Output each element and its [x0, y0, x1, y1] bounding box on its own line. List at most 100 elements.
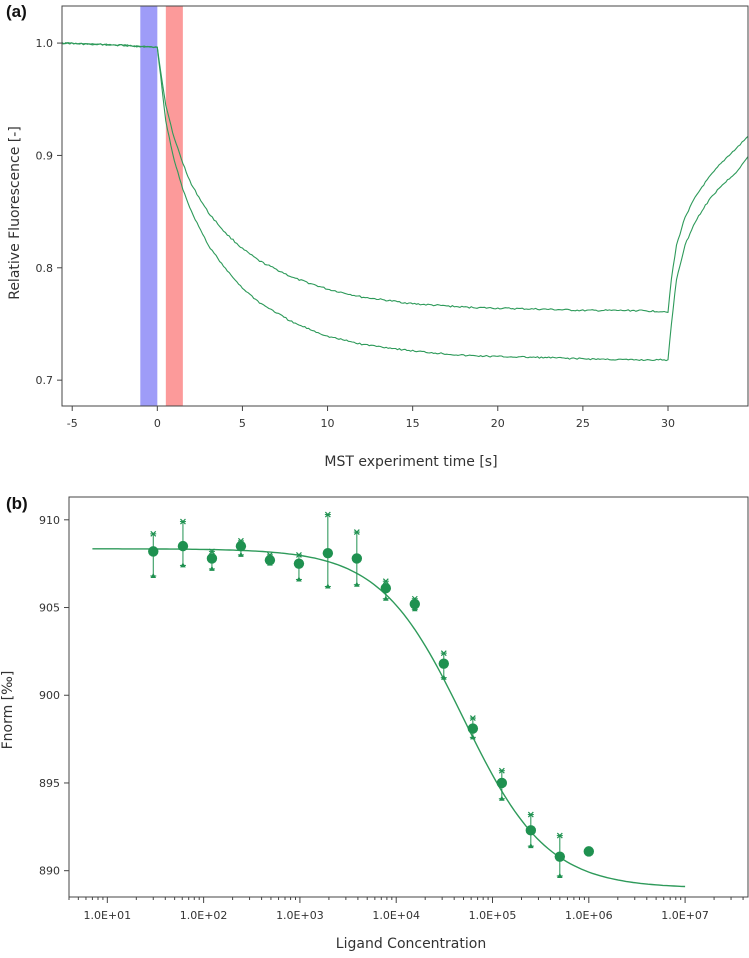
b-replicate-marker [180, 518, 186, 525]
b-replicate-marker [556, 832, 563, 839]
b-mean-marker [583, 846, 595, 857]
a-x-tick-label: 25 [576, 417, 590, 430]
panel-a-chart: (a) -5 0 5 10 15 20 25 30 0.7 0.8 0.9 1.0 MST exper… [6, 2, 749, 470]
b-replicate-marker [469, 715, 476, 721]
a-y-tick-label: 1.0 [36, 37, 54, 50]
b-x-tick-label: 1.0E+06 [565, 909, 613, 922]
b-replicate-marker [238, 551, 244, 557]
b-data-point [264, 551, 276, 566]
b-y-tick-label: 905 [39, 602, 60, 615]
b-data-point [409, 595, 421, 612]
a-traces [61, 42, 749, 362]
b-mean-marker [554, 851, 566, 862]
a-x-tick-label: 5 [239, 417, 246, 430]
b-data-point [496, 767, 508, 801]
b-axes: 1.0E+01 1.0E+02 1.0E+03 1.0E+04 1.0E+05 1.0E+… [39, 496, 749, 922]
a-region-cold [140, 6, 158, 406]
b-mean-marker [148, 546, 159, 557]
b-data-point [380, 578, 392, 601]
b-fit [92, 548, 686, 888]
b-plot-frame [68, 496, 749, 898]
a-x-tick-label: 15 [406, 417, 420, 430]
a-y-tick-label: 0.8 [36, 262, 54, 275]
b-replicate-marker [209, 565, 215, 571]
b-data-point [351, 529, 363, 587]
b-mean-marker [177, 540, 189, 552]
b-replicate-marker [325, 583, 331, 589]
b-replicate-marker [527, 811, 534, 818]
b-data-point [554, 832, 566, 878]
b-x-tick-label: 1.0E+04 [372, 909, 420, 922]
b-mean-marker [496, 777, 508, 789]
b-data-point [206, 548, 218, 571]
a-axes: -5 0 5 10 15 20 25 30 0.7 0.8 0.9 1.0 [36, 5, 749, 430]
b-mean-marker [235, 540, 247, 552]
b-mean-marker [351, 553, 363, 564]
b-mean-marker [438, 658, 449, 669]
a-x-tick-label: 30 [661, 417, 675, 430]
panel-b-chart: (b) 1.0E+01 1.0E+02 1.0E+03 1.0E+04 1.0E+05 1… [0, 494, 749, 952]
b-replicate-marker [180, 562, 186, 568]
a-y-tick-label: 0.7 [36, 374, 54, 387]
a-regions [140, 6, 183, 406]
b-mean-marker [322, 547, 334, 559]
b-data-point [293, 551, 305, 582]
a-x-tick-label: 20 [491, 417, 505, 430]
b-y-tick-label: 910 [39, 514, 60, 527]
b-data-point [322, 511, 334, 589]
b-y-tick-label: 890 [39, 865, 60, 878]
b-replicate-marker [499, 795, 505, 801]
b-mean-marker [380, 583, 392, 594]
b-replicate-marker [528, 843, 534, 849]
b-x-tick-label: 1.0E+05 [469, 909, 517, 922]
b-replicate-marker [382, 578, 389, 585]
a-x-tick-label: -5 [67, 417, 78, 430]
b-replicate-marker [209, 548, 215, 555]
a-y-tick-label: 0.9 [36, 149, 54, 162]
b-x-tick-label: 1.0E+03 [276, 909, 324, 922]
b-mean-marker [467, 723, 479, 734]
b-mean-marker [206, 553, 218, 564]
b-mean-marker [525, 825, 537, 836]
panel-b-label: (b) [6, 494, 28, 513]
b-data-point [525, 811, 537, 849]
a-x-axis-title: MST experiment time [s] [324, 454, 497, 470]
b-replicate-marker [354, 581, 360, 587]
b-mean-marker [409, 598, 421, 610]
b-points [148, 511, 595, 878]
b-replicate-marker [150, 572, 157, 578]
b-mean-marker [264, 554, 276, 566]
b-replicate-marker [557, 872, 563, 878]
b-replicate-marker [324, 511, 331, 518]
b-x-tick-label: 1.0E+02 [180, 909, 228, 922]
b-replicate-marker [498, 767, 505, 774]
b-replicate-marker [383, 595, 389, 601]
a-plot-frame [61, 5, 749, 407]
b-x-axis-title: Ligand Concentration [336, 936, 486, 952]
b-y-axis-title: Fnorm [‰] [0, 671, 16, 750]
b-data-point [583, 846, 595, 857]
b-data-point [177, 518, 189, 568]
b-data-point [148, 530, 159, 578]
b-replicate-marker [440, 650, 447, 657]
b-replicate-marker [296, 576, 302, 582]
a-y-axis-title: Relative Fluorescence [-] [7, 126, 23, 300]
b-y-tick-label: 900 [39, 689, 60, 702]
b-replicate-marker [440, 674, 447, 680]
b-data-point [235, 537, 247, 557]
b-data-point [438, 650, 449, 680]
b-replicate-marker [470, 734, 476, 740]
a-trace-lower [61, 42, 749, 362]
a-x-tick-label: 10 [321, 417, 335, 430]
b-mean-marker [293, 558, 305, 569]
b-y-tick-label: 895 [39, 777, 60, 790]
a-trace-upper [61, 42, 749, 313]
b-replicate-marker [353, 529, 360, 536]
b-data-point [467, 715, 479, 740]
b-fit-curve [92, 548, 686, 888]
b-replicate-marker [296, 551, 302, 558]
a-x-tick-label: 0 [154, 417, 161, 430]
b-x-tick-label: 1.0E+07 [661, 909, 709, 922]
b-x-tick-label: 1.0E+01 [83, 909, 131, 922]
